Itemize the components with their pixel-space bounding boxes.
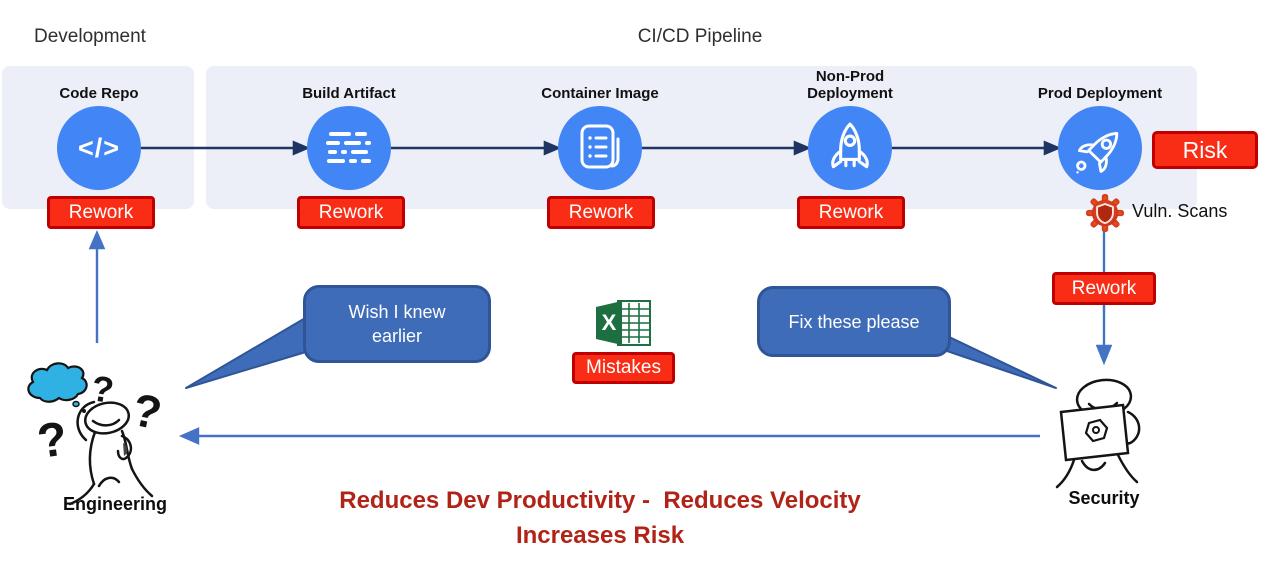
thought-dot-small <box>82 409 86 413</box>
thought-dot <box>72 400 80 408</box>
cicd-zone-label: CI/CD Pipeline <box>637 26 763 47</box>
stage-node-container-image <box>558 106 642 190</box>
stage-node-build-artifact <box>307 106 391 190</box>
rocket-icon <box>831 122 869 169</box>
engineering-bubble-tail <box>185 316 320 389</box>
mistakes-badge: Mistakes <box>572 352 675 384</box>
security-label: Security <box>1068 488 1140 508</box>
engineering-figure: ? ? ? <box>27 362 166 506</box>
risk-badge: Risk <box>1152 131 1258 169</box>
vuln-scans-label: Vuln. Scans <box>1132 201 1228 221</box>
engineering-speech-bubble: Wish I knew earlier <box>303 285 491 363</box>
excel-icon: X <box>596 300 651 346</box>
rework-badge-nonprod-deployment: Rework <box>797 196 905 229</box>
stage-label-container-image: Container Image <box>541 85 659 102</box>
security-figure <box>1055 378 1141 489</box>
rework-badge-container-image: Rework <box>547 196 655 229</box>
stage-label-code-repo: Code Repo <box>59 85 139 102</box>
gear-shield-icon <box>1086 194 1124 232</box>
stage-node-code-repo: </> <box>57 106 141 190</box>
security-speech-bubble: Fix these please <box>757 286 951 357</box>
stage-node-nonprod-deployment <box>808 106 892 190</box>
thought-cloud-icon <box>27 362 88 403</box>
rework-badge-code-repo: Rework <box>47 196 155 229</box>
impact-statement: Reduces Dev Productivity - Reduces Veloc… <box>339 487 861 549</box>
development-zone-label: Development <box>34 26 146 47</box>
question-marks: ? ? ? <box>34 367 166 469</box>
svg-text:?: ? <box>34 412 70 469</box>
stage-label-build-artifact: Build Artifact <box>302 85 396 102</box>
build-lines-icon <box>326 132 371 163</box>
stage-label-nonprod-deployment: Non-Prod Deployment <box>807 68 893 102</box>
rework-badge-security-loop: Rework <box>1052 272 1156 305</box>
excel-x-letter: X <box>602 310 617 335</box>
svg-text:?: ? <box>128 383 166 440</box>
rework-badge-build-artifact: Rework <box>297 196 405 229</box>
svg-text:?: ? <box>89 367 116 411</box>
stage-node-prod-deployment <box>1058 106 1142 190</box>
code-icon: </> <box>77 132 121 163</box>
document-list-icon <box>580 124 620 169</box>
rocket-launch-icon <box>1076 132 1119 174</box>
stage-label-prod-deployment: Prod Deployment <box>1037 85 1163 102</box>
